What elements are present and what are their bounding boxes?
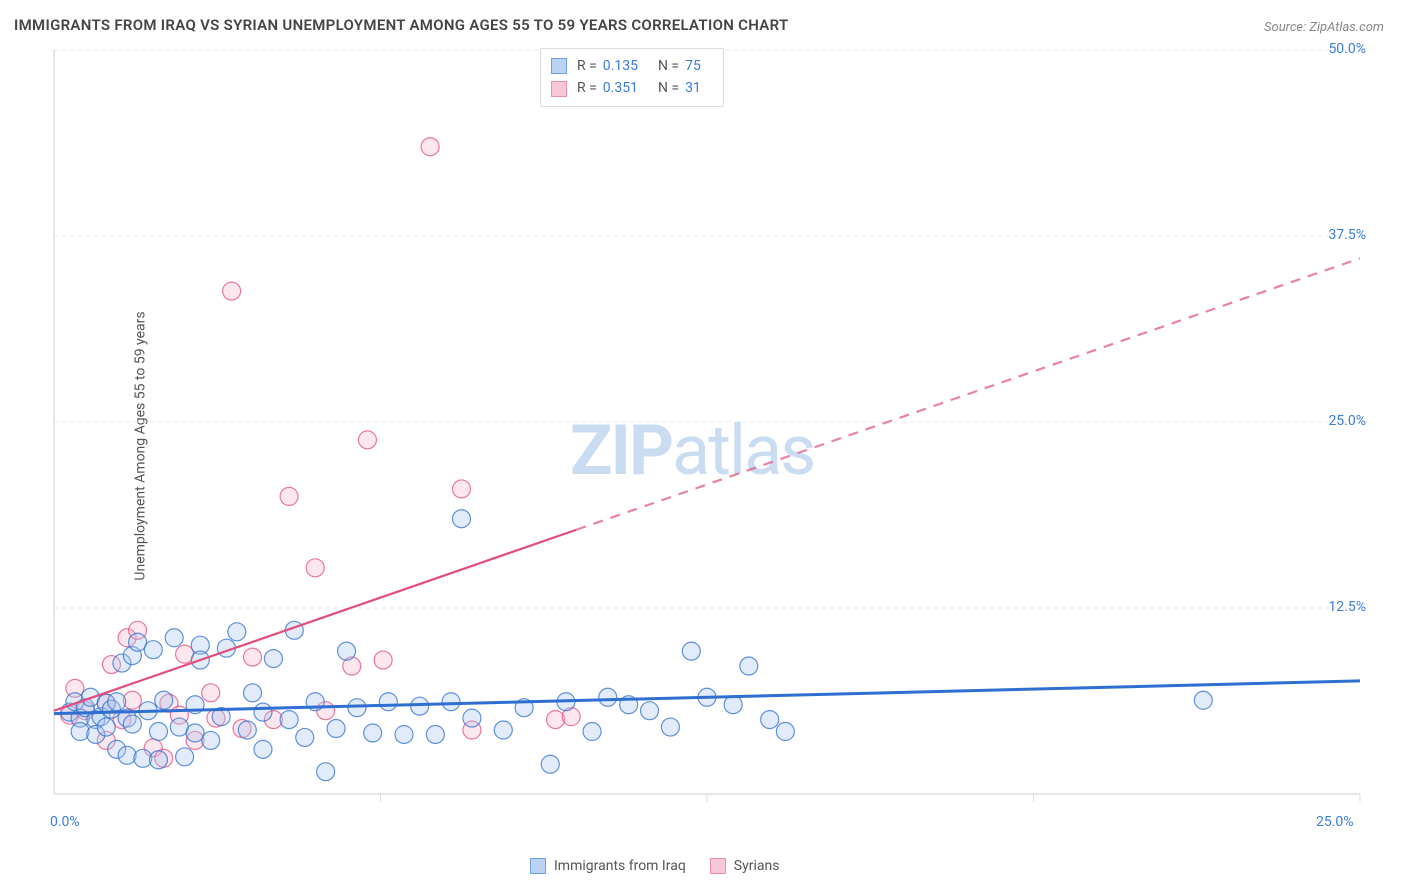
y-tick-label: 25.0% [1306, 413, 1366, 429]
series-legend-label: Immigrants from Iraq [554, 858, 686, 874]
x-tick-label: 25.0% [1316, 814, 1354, 830]
origin-label: 0.0% [50, 814, 80, 830]
legend-r-value: 0.351 [603, 77, 638, 99]
source-attribution: Source: ZipAtlas.com [1264, 20, 1384, 35]
series-legend-item: Immigrants from Iraq [530, 858, 686, 874]
correlation-legend-row: R = 0.351 N = 31 [551, 77, 711, 99]
correlation-legend: R = 0.135 N = 75 R = 0.351 N = 31 [540, 48, 724, 107]
legend-r-label: R = [577, 77, 597, 99]
legend-n-value: 31 [685, 77, 701, 99]
correlation-legend-row: R = 0.135 N = 75 [551, 55, 711, 77]
legend-n-label: N = [658, 55, 679, 77]
chart-title: IMMIGRANTS FROM IRAQ VS SYRIAN UNEMPLOYM… [14, 16, 789, 34]
legend-n-value: 75 [685, 55, 701, 77]
legend-n-label: N = [658, 77, 679, 99]
legend-swatch-icon [551, 81, 567, 97]
legend-r-value: 0.135 [603, 55, 638, 77]
legend-swatch-icon [530, 858, 546, 874]
series-legend-label: Syrians [734, 858, 780, 874]
scatter-plot [46, 44, 1366, 834]
legend-r-label: R = [577, 55, 597, 77]
series-legend-item: Syrians [710, 858, 780, 874]
series-legend: Immigrants from Iraq Syrians [530, 858, 779, 874]
legend-swatch-icon [710, 858, 726, 874]
y-tick-label: 50.0% [1306, 41, 1366, 57]
y-tick-label: 12.5% [1306, 599, 1366, 615]
y-tick-label: 37.5% [1306, 227, 1366, 243]
legend-swatch-icon [551, 58, 567, 74]
